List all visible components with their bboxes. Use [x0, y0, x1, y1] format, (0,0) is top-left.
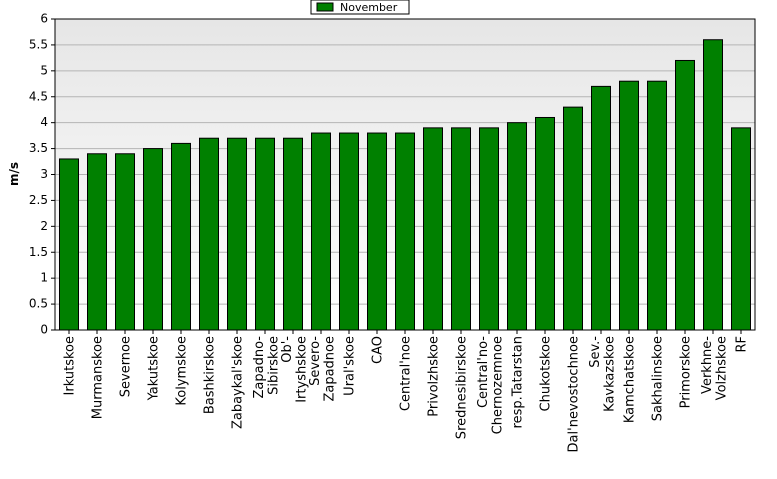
y-tick-label: 5.5	[29, 37, 48, 51]
bar	[199, 137, 219, 331]
bar	[59, 158, 79, 331]
x-tick-label: Verkhne-Volzhskoe	[700, 336, 729, 401]
bar	[423, 127, 443, 331]
x-tick-label: Kamchatskoe	[623, 336, 638, 423]
bar	[367, 132, 387, 331]
y-tick-label: 6	[40, 12, 48, 26]
y-tick-label: 0	[40, 323, 48, 337]
x-tick-label: Ural'skoe	[343, 336, 358, 396]
legend-label: November	[340, 1, 398, 14]
x-tick-label: Kolymskoe	[175, 336, 190, 406]
y-tick-label: 5	[40, 63, 48, 77]
y-tick-label: 0.5	[29, 297, 48, 311]
x-tick-label: Ob'-Irtyshskoe	[280, 336, 309, 403]
bar	[451, 127, 471, 331]
plot-border	[54, 18, 756, 331]
x-tick-label: Bashkirskoe	[203, 336, 218, 414]
x-tick-label: Primorskoe	[679, 336, 694, 408]
x-tick-label: Zabaykal'skoe	[231, 336, 246, 429]
x-tick-label: Central'no-Chernozemnoe	[476, 336, 505, 435]
x-tick-label: Dal'nevostochnoe	[567, 336, 582, 452]
bar	[507, 122, 527, 331]
bar	[227, 137, 247, 331]
bar	[255, 137, 275, 331]
legend: November	[310, 0, 410, 15]
x-tick-label: Central'noe	[399, 336, 414, 411]
x-tick-label: Sakhalinskoe	[651, 336, 666, 421]
x-tick-label: resp.Tatarstan	[511, 336, 526, 428]
bar	[87, 153, 107, 331]
bar	[563, 106, 583, 331]
y-tick-label: 1	[40, 271, 48, 285]
x-tick-label: Severnoe	[119, 336, 134, 397]
x-tick-label: Zapadno-Sibirskoe	[252, 336, 281, 399]
y-tick-label: 2	[40, 219, 48, 233]
legend-swatch	[316, 2, 334, 12]
bar	[731, 127, 751, 331]
bar	[675, 59, 695, 331]
y-axis-label: m/s	[7, 162, 21, 186]
y-tick-label: 3.5	[29, 141, 48, 155]
x-tick-label: Irkutskoe	[63, 336, 78, 395]
x-tick-label: Yakutskoe	[147, 336, 162, 401]
bar	[311, 132, 331, 331]
y-tick-label: 4.5	[29, 89, 48, 103]
bar	[283, 137, 303, 331]
x-tick-label: CAO	[371, 336, 386, 364]
y-tick-label: 2.5	[29, 193, 48, 207]
bar	[535, 116, 555, 331]
x-tick-label: Severo-Zapadnoe	[308, 336, 337, 402]
x-tick-label: Srednesibirskoe	[455, 336, 470, 439]
y-tick-label: 1.5	[29, 245, 48, 259]
bar	[619, 80, 639, 331]
bar	[339, 132, 359, 331]
bar	[647, 80, 667, 331]
x-tick-label: Chukotskoe	[539, 336, 554, 411]
x-tick-label: Murmanskoe	[91, 336, 106, 419]
bar	[143, 148, 163, 331]
x-tick-label: Privolzhskoe	[427, 336, 442, 417]
y-tick-label: 4	[40, 115, 48, 129]
bar	[703, 39, 723, 331]
bar	[479, 127, 499, 331]
y-tick-label: 3	[40, 167, 48, 181]
bar	[395, 132, 415, 331]
bar	[591, 85, 611, 331]
bar	[171, 142, 191, 331]
x-tick-label: Sev.-Kavkazskoe	[588, 336, 617, 412]
bar	[115, 153, 135, 331]
legend-box	[310, 0, 410, 15]
x-tick-label: RF	[735, 336, 750, 353]
